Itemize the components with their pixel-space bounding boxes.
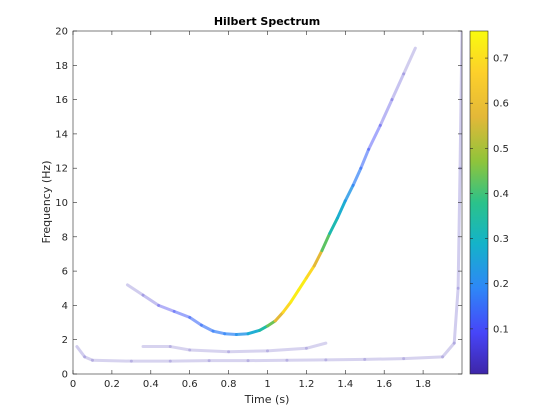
spectrum-segment-1-16 <box>297 276 308 292</box>
spectrum-segment-1-5 <box>188 315 203 327</box>
y-tick-label: 0 <box>62 370 68 381</box>
x-tick-label: 1.4 <box>337 379 353 390</box>
y-tick-label: 20 <box>55 27 68 38</box>
spectrum-segment-1-26 <box>378 98 394 127</box>
colorbar-tick-label: 0.6 <box>493 99 509 110</box>
spectrum-segment-1-20 <box>328 216 340 235</box>
spectrum-segment-3-3 <box>188 348 231 354</box>
spectrum-segment-2-11 <box>402 355 445 361</box>
y-axis: 0 2 4 6 8 10 12 14 16 18 20 <box>55 27 462 381</box>
spectrum-segment-1-1 <box>125 283 145 297</box>
colorbar-tick-label: 0.7 <box>493 54 509 65</box>
spectrum-segment-1-9 <box>234 332 250 337</box>
y-tick-label: 6 <box>62 267 68 278</box>
spectrum-segment-1-10 <box>246 328 262 336</box>
y-tick-label: 14 <box>55 129 68 140</box>
spectrum-segment-1-2 <box>141 293 161 307</box>
x-tick-label: 0.2 <box>104 379 120 390</box>
y-tick-label: 16 <box>55 95 68 106</box>
spectrum-segment-1-18 <box>312 249 324 268</box>
y-tick-label: 12 <box>55 164 68 175</box>
colorbar <box>469 30 489 375</box>
x-tick-label: 1.8 <box>415 379 431 390</box>
spectrum-segment-2-14 <box>456 166 462 290</box>
spectrum-segment-1-13 <box>273 310 285 323</box>
y-tick-label: 18 <box>55 61 68 72</box>
y-tick-label: 4 <box>62 301 68 312</box>
spectrum-segment-1-4 <box>172 309 192 319</box>
x-axis: 0 0.2 0.4 0.6 0.8 1 1.2 1.4 1.6 1.8 <box>70 31 431 390</box>
spectrum-segment-2-2 <box>83 355 94 362</box>
x-tick-label: 0 <box>70 379 76 390</box>
colorbar-tick-label: 0.5 <box>493 144 509 155</box>
spectrum-segment-1-19 <box>320 231 332 253</box>
colorbar-tick-label: 0.2 <box>493 279 509 290</box>
y-axis-label: Frequency (Hz) <box>40 161 53 244</box>
spectrum-segment-2-1 <box>75 345 87 359</box>
x-tick-label: 0.6 <box>182 379 198 390</box>
x-tick-label: 0.8 <box>221 379 237 390</box>
x-tick-label: 1 <box>264 379 270 390</box>
data-layer <box>75 31 462 363</box>
spectrum-segment-2-9 <box>324 357 367 362</box>
spectrum-segment-2-3 <box>90 358 133 363</box>
spectrum-segment-1-3 <box>157 303 176 313</box>
plot-area <box>73 31 462 374</box>
spectrum-segment-1-12 <box>266 319 277 328</box>
chart-title: Hilbert Spectrum <box>214 15 320 28</box>
colorbar-tick-label: 0.3 <box>493 234 509 245</box>
colorbar-tick-label: 0.4 <box>493 189 509 200</box>
spectrum-segment-1-24 <box>359 147 371 170</box>
y-tick-label: 8 <box>62 232 68 243</box>
spectrum-segment-1-28 <box>402 46 417 76</box>
x-tick-label: 0.4 <box>143 379 159 390</box>
colorbar-tick-label: 0.1 <box>493 324 509 335</box>
spectrum-segment-3-4 <box>227 349 269 354</box>
spectrum-segment-2-13 <box>452 286 460 345</box>
spectrum-segment-1-22 <box>343 183 355 203</box>
spectrum-segment-1-8 <box>223 332 238 337</box>
spectrum-segment-2-5 <box>168 359 211 363</box>
spectrum-segment-3-2 <box>168 345 192 352</box>
spectrum-segment-1-14 <box>281 300 293 314</box>
spectrum-segment-3-5 <box>266 346 308 353</box>
spectrum-segment-1-7 <box>211 329 227 336</box>
spectrum-segment-1-17 <box>304 264 316 280</box>
spectrum-segment-2-10 <box>363 357 406 361</box>
x-tick-label: 1.2 <box>298 379 314 390</box>
x-tick-label: 1.6 <box>376 379 392 390</box>
spectrum-segment-3-6 <box>304 341 328 350</box>
colorbar-ticks: 0.1 0.2 0.3 0.4 0.5 0.6 0.7 <box>470 54 509 335</box>
x-axis-label: Time (s) <box>244 393 290 406</box>
spectrum-segment-1-27 <box>390 72 406 102</box>
y-tick-label: 2 <box>62 335 68 346</box>
spectrum-segment-1-21 <box>336 199 347 220</box>
spectrum-segment-1-23 <box>351 166 363 187</box>
spectrum-segment-1-6 <box>199 323 215 333</box>
spectrum-segment-1-15 <box>289 288 301 304</box>
y-tick-label: 10 <box>55 198 68 209</box>
spectrum-segment-1-25 <box>367 123 382 151</box>
spectrum-segment-2-12 <box>441 341 456 359</box>
